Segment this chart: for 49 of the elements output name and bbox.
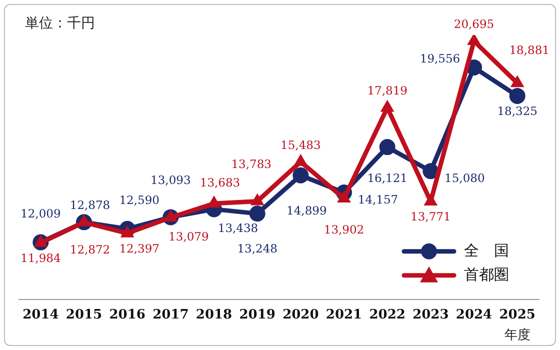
point: [292, 167, 309, 184]
data-label: 16,121: [367, 171, 408, 186]
x-tick-label: 2023: [412, 308, 449, 323]
data-label: 20,695: [454, 17, 494, 32]
x-tick-label: 2019: [239, 308, 276, 323]
point: [379, 139, 396, 156]
x-tick-label: 2016: [109, 308, 146, 323]
data-label: 13,783: [231, 157, 272, 172]
data-label: 15,080: [444, 171, 485, 186]
data-label: 12,009: [20, 206, 61, 220]
x-tick-label: 2020: [282, 308, 319, 323]
data-label: 12,397: [119, 241, 160, 256]
y-axis-title: 単位：千円: [25, 16, 95, 32]
data-label: 12,590: [119, 192, 160, 207]
x-tick-label: 2017: [152, 308, 189, 323]
x-tick-label: 2014: [22, 308, 59, 323]
x-tick-label: 2018: [196, 308, 232, 323]
data-label: 13,093: [150, 173, 191, 188]
x-tick-label: 2024: [456, 308, 492, 323]
legend-label: 全 国: [464, 241, 509, 260]
data-label: 13,683: [200, 176, 240, 190]
data-label: 15,483: [280, 138, 321, 152]
data-label: 19,556: [420, 51, 460, 66]
point: [509, 88, 526, 104]
point: [380, 100, 394, 112]
data-label: 18,881: [509, 43, 550, 58]
point: [249, 206, 266, 222]
data-label: 14,157: [358, 192, 398, 207]
x-tick-label: 2021: [326, 308, 362, 323]
x-tick-label: 2022: [369, 308, 406, 323]
data-label: 17,819: [367, 84, 408, 98]
data-label: 14,899: [286, 203, 327, 218]
data-label: 13,902: [324, 222, 364, 236]
data-label: 12,878: [70, 198, 110, 212]
x-axis-title: 年度: [504, 326, 530, 343]
data-label: 18,325: [497, 104, 538, 118]
point: [422, 163, 439, 180]
point: [467, 35, 481, 46]
legend-label: 首都圏: [464, 265, 509, 284]
x-tick-label: 2015: [66, 308, 102, 323]
data-label: 12,872: [70, 242, 110, 256]
data-label: 11,984: [20, 250, 61, 265]
data-label: 13,079: [168, 230, 209, 244]
point: [510, 75, 524, 88]
data-label: 13,438: [218, 221, 258, 236]
data-label: 13,248: [237, 242, 278, 256]
point: [207, 196, 221, 208]
data-label: 13,771: [410, 209, 451, 224]
x-tick-label: 2025: [499, 308, 536, 323]
